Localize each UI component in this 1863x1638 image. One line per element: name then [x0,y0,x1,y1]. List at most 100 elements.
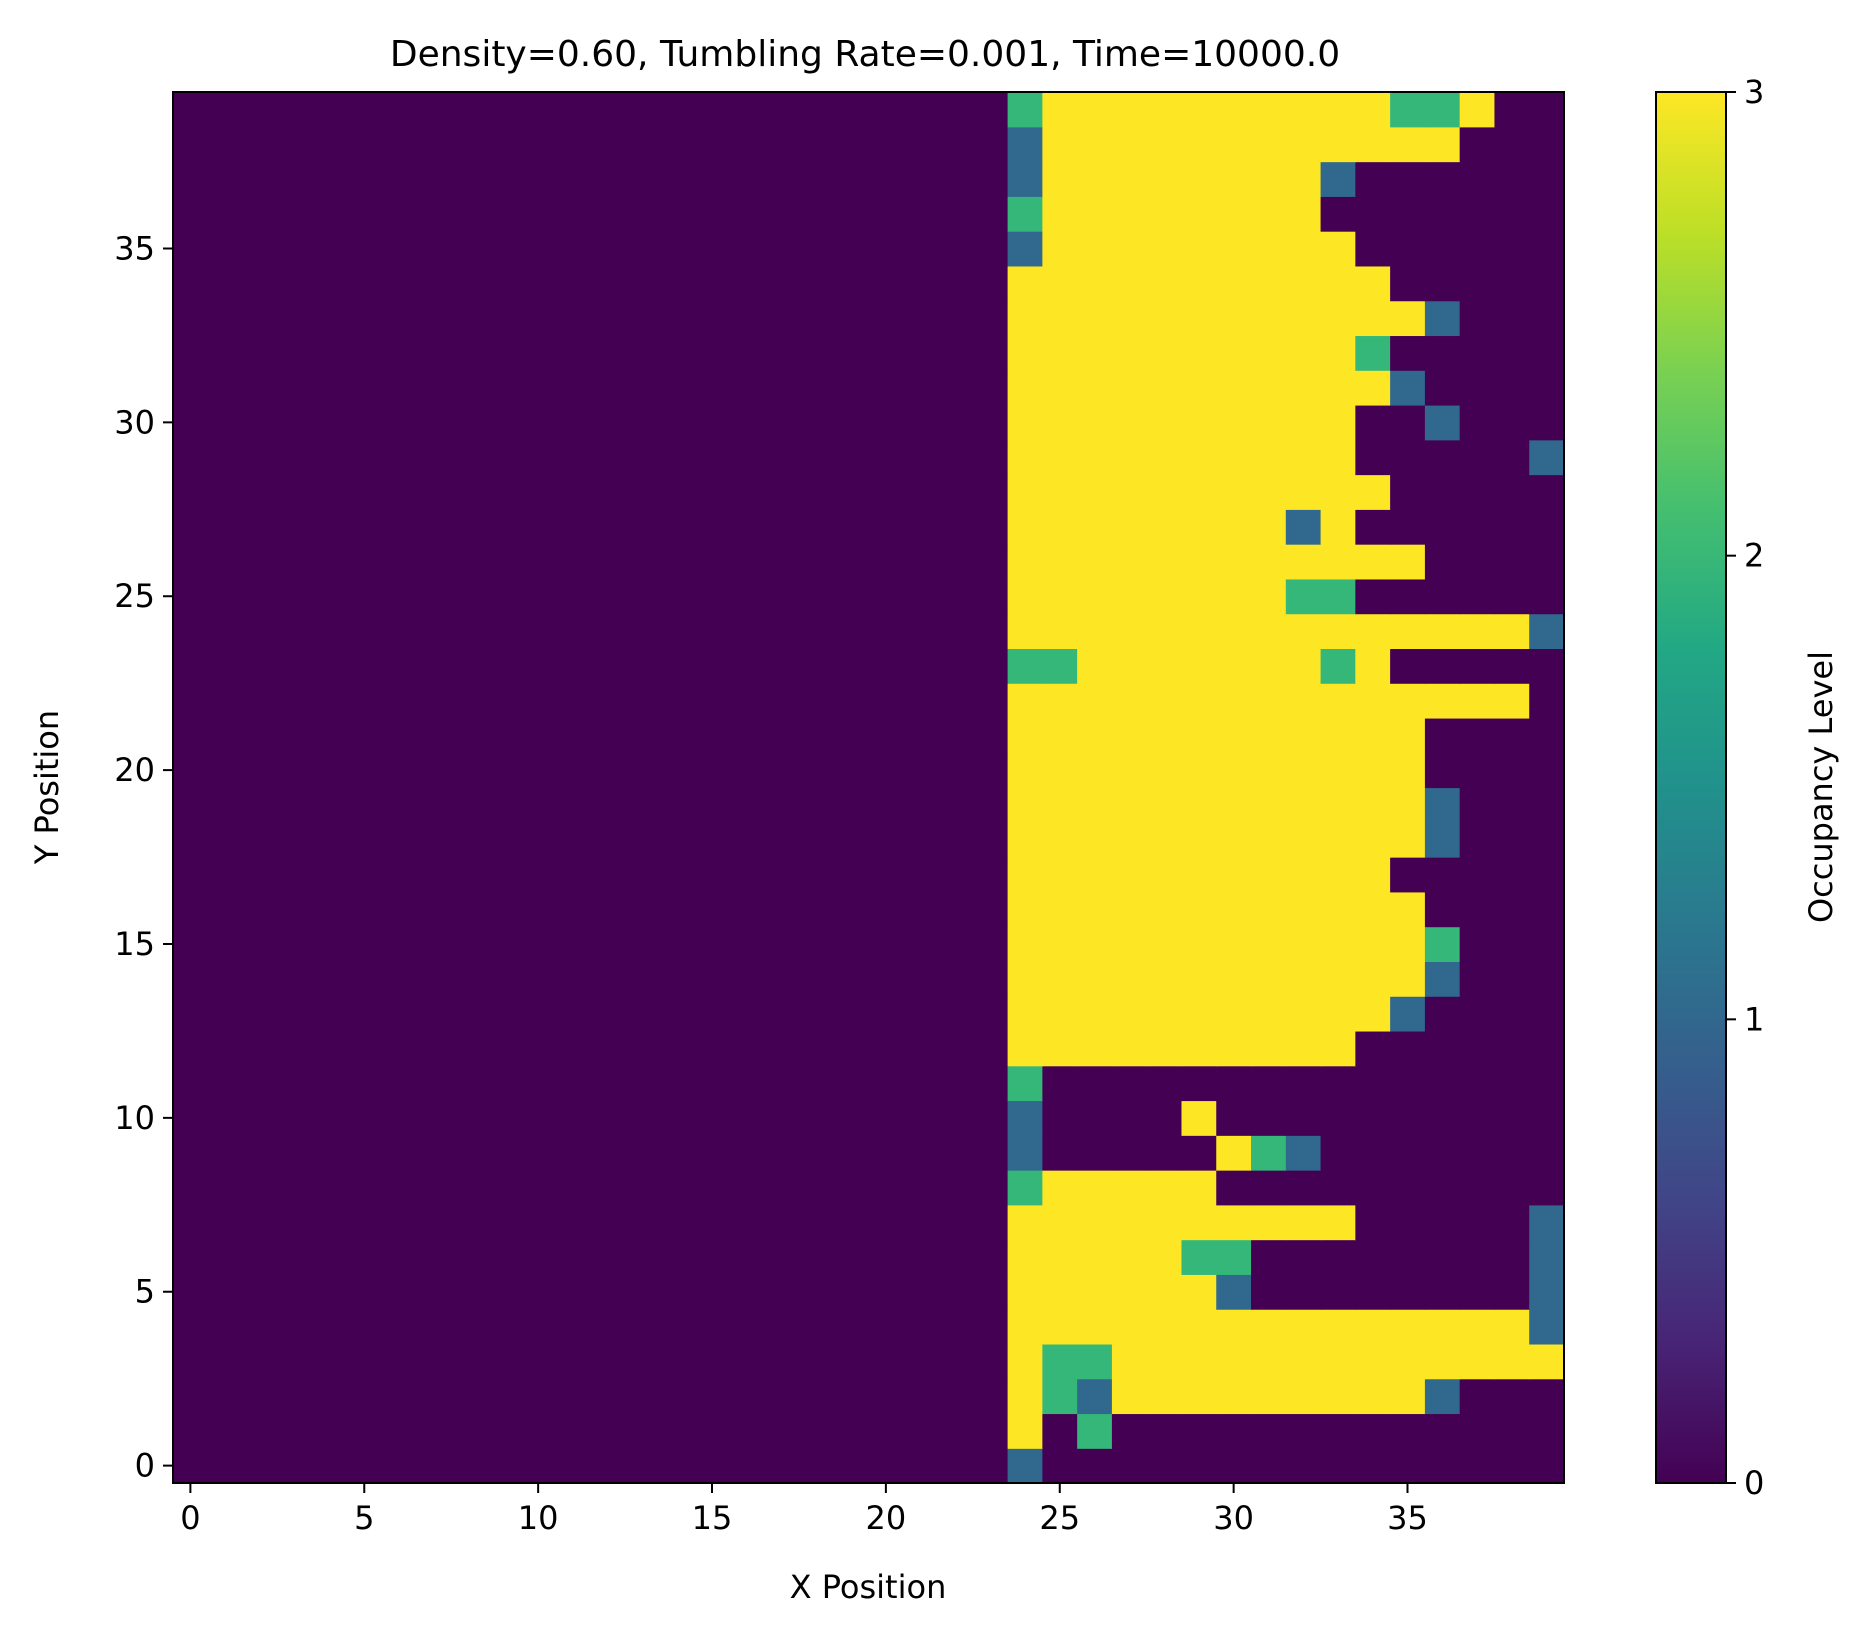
heatmap-cell [485,1274,522,1310]
heatmap-cell [938,1135,974,1171]
heatmap-cell [938,891,974,928]
heatmap-cell [1390,961,1426,997]
heatmap-cell [625,648,661,684]
heatmap-cell [1042,265,1078,302]
heatmap-cell [833,1413,870,1449]
heatmap-cell [1146,752,1183,789]
heatmap-cell [1111,474,1148,510]
heatmap-cell [1007,161,1043,197]
heatmap-cell [1494,1413,1530,1449]
heatmap-cell [485,683,522,719]
heatmap-cell [555,300,591,337]
heatmap-cell [242,474,278,510]
heatmap-cell [451,1030,487,1067]
heatmap-cell [798,1170,835,1206]
heatmap-cell [520,1135,557,1171]
heatmap-cell [1007,231,1043,267]
heatmap-cell [277,544,313,580]
heatmap-cell [1251,961,1287,997]
heatmap-cell [903,509,939,545]
heatmap-cell [1355,92,1391,128]
heatmap-cell [1146,717,1183,754]
heatmap-cell [972,265,1009,302]
heatmap-cell [207,613,244,650]
heatmap-cell [520,752,557,789]
heatmap-cell [1251,1135,1287,1171]
heatmap-cell [903,1274,939,1310]
heatmap-cell [1251,613,1287,650]
heatmap-cell [207,161,244,197]
heatmap-cell [590,161,626,197]
heatmap-cell [1459,613,1496,650]
heatmap-cell [764,613,800,650]
heatmap-cell [938,1030,974,1067]
heatmap-cell [1181,683,1217,719]
heatmap-cell [1146,509,1183,545]
heatmap-cell [1529,1274,1565,1310]
heatmap-cell [520,1343,557,1380]
heatmap-cell [694,1170,731,1206]
heatmap-cell [833,996,870,1032]
heatmap-cell [1529,996,1565,1032]
heatmap-cell [416,1170,452,1206]
heatmap-cell [451,1065,487,1102]
heatmap-cell [972,683,1009,719]
heatmap-cell [903,1170,939,1206]
x-tick-label: 25 [1039,1499,1080,1537]
heatmap-cell [1216,787,1252,823]
heatmap-cell [173,891,209,928]
heatmap-cell [972,335,1009,371]
heatmap-cell [416,196,452,232]
heatmap-cell [764,1135,800,1171]
heatmap-cell [590,613,626,650]
heatmap-cell [242,196,278,232]
heatmap-cell [798,822,835,858]
heatmap-cell [1181,822,1217,858]
heatmap-cell [451,231,487,267]
heatmap-cell [1529,717,1565,754]
heatmap-cell [833,1448,870,1484]
heatmap-cell [1494,1065,1530,1102]
heatmap-cell [381,474,418,510]
colorbar-tick-label: 1 [1744,1000,1764,1038]
heatmap-cell [1494,1030,1530,1067]
heatmap-cell [798,370,835,406]
heatmap-cell [485,404,522,441]
heatmap-cell [416,926,452,962]
heatmap-cell [451,648,487,684]
heatmap-cell [1111,613,1148,650]
heatmap-cell [903,335,939,371]
heatmap-cell [1494,891,1530,928]
heatmap-cell [833,1065,870,1102]
heatmap-cell [798,857,835,893]
heatmap-cell [1355,857,1391,893]
heatmap-cell [1042,335,1078,371]
heatmap-cell [1007,1309,1043,1345]
heatmap-cell [416,1239,452,1275]
heatmap-cell [1424,126,1461,163]
heatmap-cell [485,1343,522,1380]
heatmap-cell [729,961,765,997]
heatmap-cell [1320,1309,1356,1345]
heatmap-cell [1285,161,1322,197]
heatmap-cell [1494,265,1530,302]
heatmap-cell [868,1274,904,1310]
heatmap-cell [833,335,870,371]
heatmap-cell [451,787,487,823]
heatmap-cell [1042,822,1078,858]
heatmap-cell [1146,926,1183,962]
heatmap-cell [485,265,522,302]
heatmap-cell [1007,1135,1043,1171]
heatmap-cell [833,787,870,823]
heatmap-cell [1181,717,1217,754]
heatmap-cell [972,126,1009,163]
heatmap-cell [1424,509,1461,545]
heatmap-cell [729,787,765,823]
heatmap-cell [1494,822,1530,858]
heatmap-cell [242,439,278,476]
heatmap-cell [625,544,661,580]
heatmap-cell [1459,265,1496,302]
heatmap-cell [972,752,1009,789]
heatmap-cell [833,857,870,893]
heatmap-cell [764,787,800,823]
